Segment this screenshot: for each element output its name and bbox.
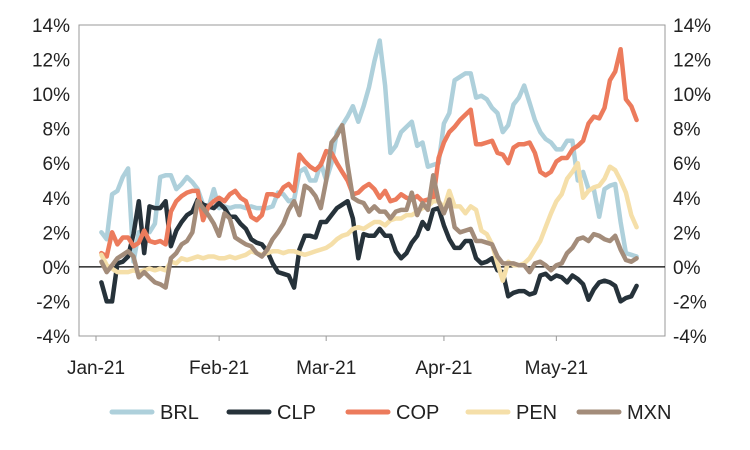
y-tick-label-left: 10% [32, 85, 70, 106]
series-line-mxn [99, 122, 639, 290]
legend-label-clp: CLP [277, 402, 316, 424]
y-tick-label-right: 10% [673, 85, 711, 106]
x-tick-label: Apr-21 [415, 358, 472, 379]
x-axis: Jan-21 Feb-21 Mar-21 Apr-21 May-21 [67, 336, 588, 379]
left-y-axis: -4% -2% 0% 2% 4% 6% 8% 10% 12% 14% [32, 16, 70, 348]
series-layer [99, 38, 639, 304]
y-tick-label-right: 6% [673, 154, 701, 175]
y-tick-label-left: -2% [36, 292, 70, 313]
series-line-cop [99, 46, 639, 259]
y-tick-label-right: 14% [673, 16, 711, 37]
y-tick-label-right: 4% [673, 189, 701, 210]
legend-label-pen: PEN [516, 402, 557, 424]
x-tick-label: May-21 [525, 358, 588, 379]
legend: BRL CLP COP PEN MXN [109, 402, 671, 424]
y-tick-label-left: 14% [32, 16, 70, 37]
series-line-pen [99, 160, 639, 283]
legend-label-mxn: MXN [627, 402, 671, 424]
y-tick-label-left: 6% [43, 154, 71, 175]
legend-label-cop: COP [396, 402, 439, 424]
series-line-clp [99, 197, 639, 304]
y-tick-label-right: -2% [673, 292, 707, 313]
series-line-brl [99, 38, 639, 264]
y-tick-label-right: 0% [673, 258, 701, 279]
y-tick-label-left: 4% [43, 189, 71, 210]
y-tick-label-left: -4% [36, 327, 70, 348]
y-tick-label-left: 12% [32, 51, 70, 72]
y-tick-label-right: 12% [673, 51, 711, 72]
y-tick-label-left: 2% [43, 223, 71, 244]
x-tick-label: Jan-21 [67, 358, 125, 379]
right-y-axis: -4% -2% 0% 2% 4% 6% 8% 10% 12% 14% [673, 16, 711, 348]
y-tick-label-right: 2% [673, 223, 701, 244]
legend-label-brl: BRL [160, 402, 199, 424]
x-tick-label: Feb-21 [189, 358, 249, 379]
y-tick-label-right: 8% [673, 120, 701, 141]
y-tick-label-left: 0% [43, 258, 71, 279]
y-tick-label-left: 8% [43, 120, 71, 141]
y-tick-label-right: -4% [673, 327, 707, 348]
x-tick-label: Mar-21 [296, 358, 356, 379]
